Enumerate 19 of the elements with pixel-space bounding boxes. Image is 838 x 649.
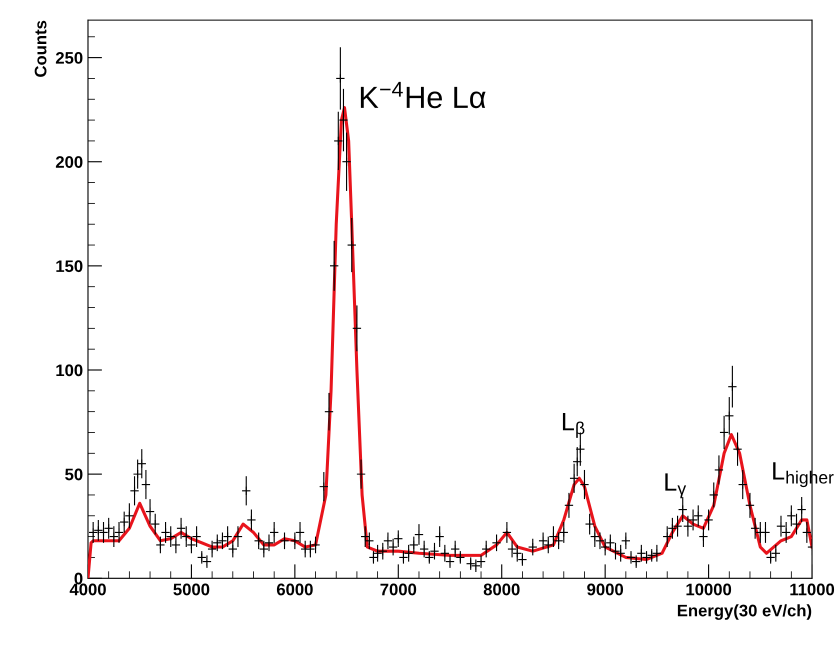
- x-tick-label: 8000: [484, 584, 520, 596]
- x-tick-label: 6000: [276, 584, 313, 596]
- x-tick-label: 4000: [70, 584, 106, 596]
- annotation: L$_{β}$: [562, 413, 584, 438]
- y-tick-label: 150: [56, 260, 82, 272]
- y-tick-label: 50: [65, 468, 82, 480]
- x-tick-label: 9000: [587, 584, 624, 596]
- y-tick-label: 0: [74, 572, 82, 584]
- x-tick-label: 7000: [380, 584, 416, 596]
- y-tick-label: 250: [56, 52, 82, 64]
- x-tick-label: 11000: [790, 584, 834, 596]
- y-axis-title: Counts: [34, 20, 46, 77]
- x-tick-label: 10000: [686, 584, 732, 596]
- annotation: L$_{γ}$: [665, 473, 686, 498]
- y-tick-label: 200: [56, 156, 82, 168]
- x-axis-title: Energy(30 eV/ch): [678, 604, 812, 620]
- annotation: K$^{−4}$He Lα: [360, 82, 486, 108]
- y-tick-label: 100: [56, 364, 82, 376]
- x-tick-label: 5000: [173, 584, 210, 596]
